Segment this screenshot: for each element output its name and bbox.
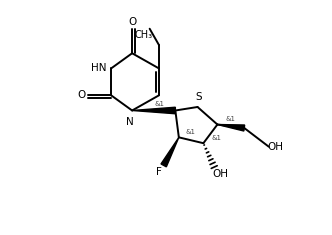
Polygon shape [217, 125, 245, 131]
Text: O: O [78, 90, 86, 100]
Text: OH: OH [267, 142, 283, 152]
Text: &1: &1 [225, 116, 235, 122]
Text: S: S [196, 92, 202, 102]
Polygon shape [132, 107, 175, 114]
Text: &1: &1 [186, 129, 196, 135]
Text: OH: OH [212, 169, 228, 179]
Text: F: F [156, 167, 162, 177]
Text: HN: HN [91, 63, 106, 73]
Text: &1: &1 [154, 101, 164, 107]
Text: &1: &1 [212, 135, 222, 141]
Polygon shape [161, 137, 179, 167]
Text: O: O [128, 17, 136, 27]
Text: CH₃: CH₃ [135, 30, 153, 40]
Text: N: N [126, 117, 134, 127]
